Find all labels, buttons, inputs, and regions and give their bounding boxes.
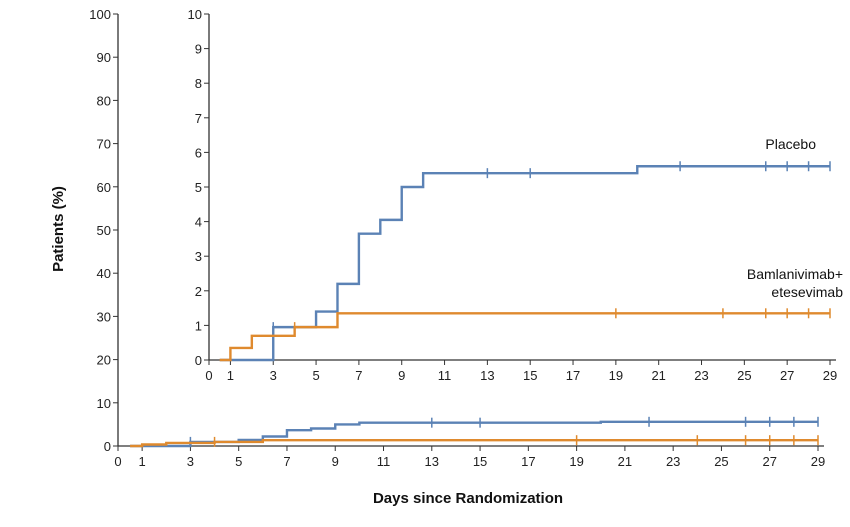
inset-x-tick-label: 27 [780,368,794,383]
main-x-tick-label: 17 [521,454,535,469]
main-y-tick-label: 30 [97,309,111,324]
inset-y-tick-label: 2 [195,284,202,299]
main-x-tick-label: 1 [139,454,146,469]
series-label-bamlanivimab-etesevimab: Bamlanivimab+ etesevimab [747,266,843,300]
main-series-line-1 [130,438,818,448]
inset-y-tick-label: 5 [195,180,202,195]
series-label-line: etesevimab [771,284,843,300]
inset-y-tick-label: 7 [195,111,202,126]
main-x-tick-label: 27 [762,454,776,469]
inset-x-tick-label: 0 [205,368,212,383]
main-y-tick-label: 90 [97,50,111,65]
inset-x-tick-label: 21 [651,368,665,383]
inset-series-line-0 [219,165,830,362]
main-y-tick-label: 70 [97,137,111,152]
inset-y-tick-label: 8 [195,76,202,91]
inset-x-tick-label: 19 [609,368,623,383]
main-x-tick-label: 7 [283,454,290,469]
main-x-tick-label: 9 [332,454,339,469]
inset-x-tick-label: 7 [355,368,362,383]
main-y-tick-label: 80 [97,93,111,108]
main-x-tick-label: 15 [473,454,487,469]
inset-y-tick-label: 0 [195,353,202,368]
main-x-tick-label: 13 [425,454,439,469]
main-y-tick-label: 100 [89,7,111,22]
main-y-tick-label: 40 [97,266,111,281]
main-y-tick-label: 20 [97,353,111,368]
main-x-tick-label: 0 [114,454,121,469]
inset-x-tick-label: 17 [566,368,580,383]
inset-y-tick-label: 9 [195,42,202,57]
main-x-tick-label: 19 [569,454,583,469]
series-label-placebo: Placebo [765,136,816,152]
inset-y-tick-label: 3 [195,249,202,264]
inset-x-tick-label: 9 [398,368,405,383]
main-x-tick-label: 29 [811,454,825,469]
inset-y-tick-label: 1 [195,318,202,333]
inset-series-line-1 [219,312,830,362]
main-y-tick-label: 10 [97,396,111,411]
main-x-tick-label: 5 [235,454,242,469]
main-x-tick-label: 11 [377,454,391,469]
main-x-tick-label: 3 [187,454,194,469]
inset-x-tick-label: 13 [480,368,494,383]
inset-x-tick-label: 5 [312,368,319,383]
inset-y-tick-label: 6 [195,145,202,160]
main-y-tick-label: 0 [104,439,111,454]
inset-x-tick-label: 15 [523,368,537,383]
y-axis-title: Patients (%) [50,186,67,272]
main-y-tick-label: 60 [97,180,111,195]
inset-y-tick-label: 10 [188,7,202,22]
main-y-tick-label: 50 [97,223,111,238]
inset-x-tick-label: 3 [270,368,277,383]
x-axis-title: Days since Randomization [373,490,563,507]
main-x-tick-label: 25 [714,454,728,469]
main-x-tick-label: 23 [666,454,680,469]
inset-x-tick-label: 1 [227,368,234,383]
inset-x-tick-label: 29 [823,368,837,383]
series-label-line: Bamlanivimab+ [747,266,843,282]
inset-x-tick-label: 23 [694,368,708,383]
inset-x-tick-label: 25 [737,368,751,383]
inset-x-tick-label: 11 [438,368,452,383]
inset-y-tick-label: 4 [195,215,202,230]
main-x-tick-label: 21 [618,454,632,469]
main-panel: 0 1 3 5 7 9 11 13 15 17 19 21 23 25 27 2901020304050607… [89,7,825,469]
